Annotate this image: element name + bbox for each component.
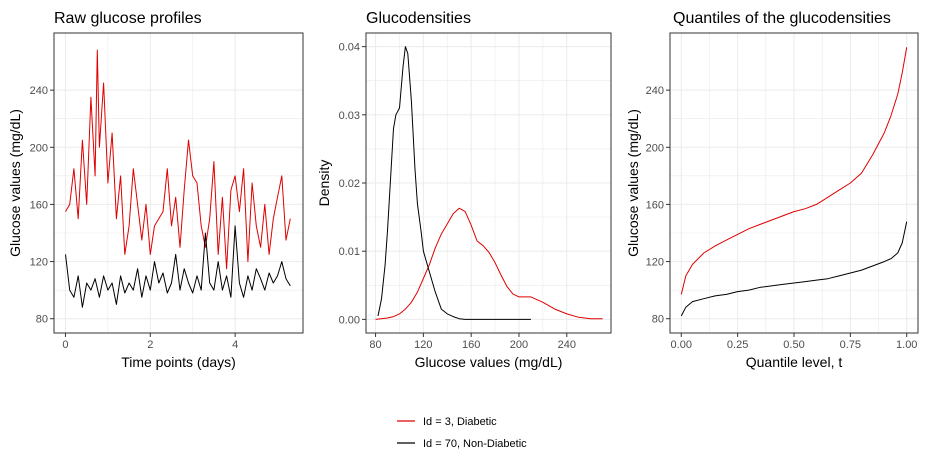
chart-title: Raw glucose profiles (54, 10, 202, 27)
y-tick-label: 200 (646, 142, 664, 154)
y-tick-label: 240 (646, 85, 664, 97)
x-tick-label: 200 (510, 339, 528, 351)
x-tick-label: 160 (462, 339, 480, 351)
y-axis-label: Glucose values (mg/dL) (625, 109, 641, 257)
y-tick-label: 200 (30, 142, 48, 154)
series-line-non-diabetic (680, 221, 908, 317)
series-line-diabetic (375, 207, 603, 320)
x-tick-label: 120 (414, 339, 432, 351)
chart-panel-1: 0 2 4 80 120 160 200 240 Raw glucose profiles Tim… (7, 10, 304, 370)
chart-panel-3: 0.00 0.25 0.50 0.75 1.00 80 120 160 200 240 Quanti… (625, 10, 919, 370)
y-tick-label: 120 (30, 257, 48, 269)
y-tick-label: 240 (30, 85, 48, 97)
y-tick-label: 160 (30, 199, 48, 211)
y-tick-label: 0.04 (339, 42, 360, 54)
x-tick-label: 0.25 (727, 339, 748, 351)
x-tick-label: 0.00 (671, 339, 692, 351)
y-tick-label: 0.02 (339, 178, 360, 190)
legend-label: Id = 70, Non-Diabetic (423, 438, 527, 450)
y-tick-label: 160 (646, 199, 664, 211)
x-axis-label: Glucose values (mg/dL) (415, 354, 563, 370)
x-tick-label: 4 (232, 339, 238, 351)
y-axis-label: Density (316, 160, 332, 207)
x-tick-label: 2 (147, 339, 153, 351)
chart-panel-2: 80 120 160 200 240 0.00 0.01 0.02 0.03 0.04 Glucod… (316, 10, 612, 370)
x-tick-label: 1.00 (896, 339, 917, 351)
y-tick-label: 0.00 (339, 314, 360, 326)
legend: Id = 3, Diabetic Id = 70, Non-Diabetic (397, 416, 527, 450)
x-axis-label: Quantile level, t (746, 354, 843, 370)
x-tick-label: 0.50 (783, 339, 804, 351)
series-line-non-diabetic (377, 46, 531, 320)
y-tick-label: 0.01 (339, 246, 360, 258)
x-tick-label: 240 (558, 339, 576, 351)
y-axis-label: Glucose values (mg/dL) (7, 109, 23, 257)
y-tick-label: 120 (646, 257, 664, 269)
y-tick-label: 80 (652, 314, 664, 326)
chart-title: Glucodensities (366, 10, 471, 27)
series-line-non-diabetic (65, 225, 291, 308)
y-tick-label: 80 (36, 314, 48, 326)
x-tick-label: 0 (62, 339, 68, 351)
x-tick-label: 0.75 (840, 339, 861, 351)
panel-border (53, 32, 304, 334)
series-line-diabetic (65, 49, 291, 270)
series-line-diabetic (680, 47, 908, 295)
legend-label: Id = 3, Diabetic (423, 416, 497, 428)
y-tick-label: 0.03 (339, 110, 360, 122)
x-tick-label: 80 (369, 339, 381, 351)
chart-title: Quantiles of the glucodensities (673, 10, 891, 27)
x-axis-label: Time points (days) (121, 354, 236, 370)
